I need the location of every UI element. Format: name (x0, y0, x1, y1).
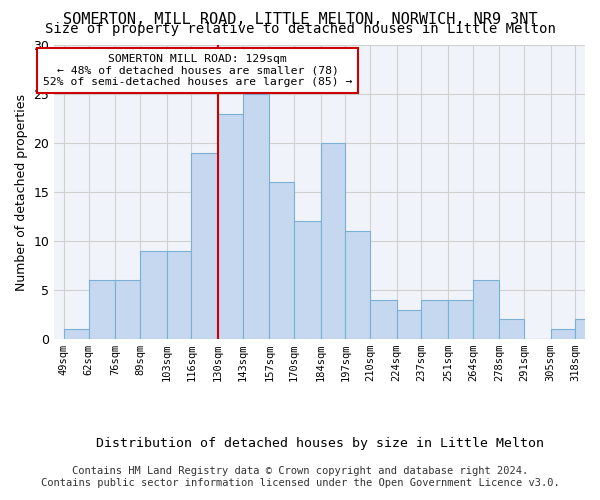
Text: SOMERTON MILL ROAD: 129sqm
← 48% of detached houses are smaller (78)
52% of semi: SOMERTON MILL ROAD: 129sqm ← 48% of deta… (43, 54, 352, 87)
Bar (140, 251, 167, 339)
Text: Contains HM Land Registry data © Crown copyright and database right 2024.
Contai: Contains HM Land Registry data © Crown c… (41, 466, 559, 487)
Bar (64, 330, 89, 339)
Bar (320, 143, 346, 339)
Bar (421, 300, 448, 339)
Bar (269, 182, 294, 339)
Bar (191, 153, 218, 339)
Bar (89, 280, 115, 339)
Bar (115, 280, 140, 339)
Bar (499, 320, 524, 339)
Bar (167, 251, 191, 339)
Text: Size of property relative to detached houses in Little Melton: Size of property relative to detached ho… (44, 22, 556, 36)
Bar (551, 330, 575, 339)
Bar (448, 300, 473, 339)
Bar (473, 280, 499, 339)
Bar (294, 222, 320, 339)
Bar (575, 320, 600, 339)
Bar (218, 114, 242, 339)
Y-axis label: Number of detached properties: Number of detached properties (15, 94, 28, 290)
Bar (346, 232, 370, 339)
Bar (370, 300, 397, 339)
Bar (242, 94, 269, 339)
X-axis label: Distribution of detached houses by size in Little Melton: Distribution of detached houses by size … (95, 437, 544, 450)
Text: SOMERTON, MILL ROAD, LITTLE MELTON, NORWICH, NR9 3NT: SOMERTON, MILL ROAD, LITTLE MELTON, NORW… (63, 12, 537, 28)
Bar (397, 310, 421, 339)
